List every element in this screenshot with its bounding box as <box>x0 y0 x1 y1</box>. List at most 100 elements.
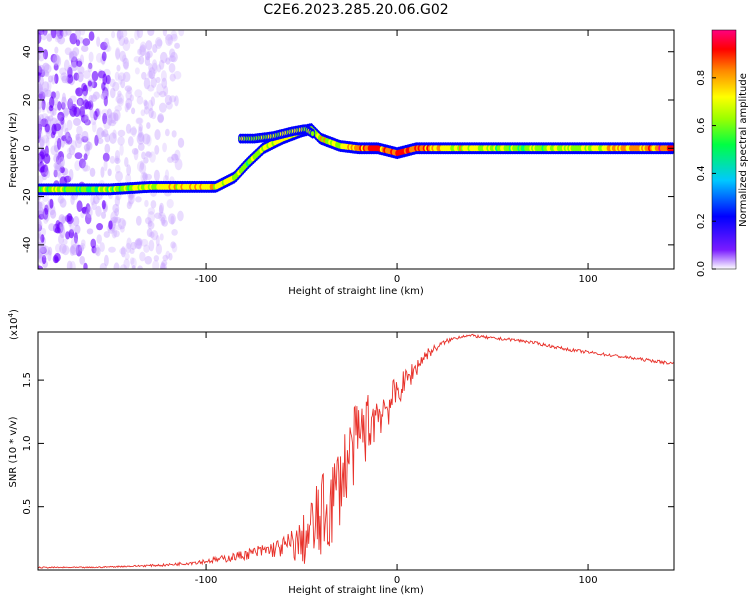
noise-blob <box>139 251 146 262</box>
noise-blob <box>104 37 110 47</box>
noise-blob <box>169 95 177 103</box>
noise-blob <box>38 200 46 213</box>
noise-blob <box>124 85 132 92</box>
noise-blob <box>141 151 146 160</box>
noise-blob <box>125 242 132 254</box>
noise-blob <box>82 38 91 46</box>
noise-blob <box>150 230 159 241</box>
noise-blob <box>159 90 167 98</box>
noise-blob <box>38 175 44 184</box>
noise-blob <box>77 71 84 83</box>
colorbar-tick-label: 0.6 <box>696 118 707 134</box>
noise-blob <box>38 53 41 61</box>
noise-blob <box>124 252 130 260</box>
noise-blob <box>75 133 84 144</box>
noise-blob <box>148 70 155 79</box>
noise-blob <box>102 112 108 125</box>
noise-blob <box>90 94 98 102</box>
noise-blob <box>85 203 91 214</box>
noise-blob <box>69 245 76 256</box>
noise-blob <box>145 150 151 158</box>
noise-blob <box>137 265 143 269</box>
noise-blob <box>170 33 178 42</box>
colorbar-tick-label: 0.2 <box>696 213 707 229</box>
noise-blob <box>120 246 126 258</box>
noise-blob <box>100 41 108 51</box>
noise-blob <box>42 88 49 97</box>
noise-blob <box>87 80 92 87</box>
noise-blob <box>108 246 116 253</box>
noise-blob <box>38 72 41 83</box>
noise-blob <box>148 107 154 119</box>
noise-blob <box>116 30 122 42</box>
noise-blob <box>142 133 151 145</box>
noise-blob <box>131 147 139 155</box>
noise-blob <box>147 84 155 92</box>
noise-blob <box>110 216 119 223</box>
noise-blob <box>121 54 127 64</box>
noise-blob <box>66 260 73 269</box>
noise-blob <box>92 121 97 133</box>
spectrogram-x-ticks: -100 0 100 <box>195 30 598 285</box>
noise-blob <box>169 73 176 82</box>
spectrogram-y-tick-label: 40 <box>22 45 33 58</box>
noise-blob <box>110 112 119 125</box>
noise-blob <box>83 135 90 144</box>
noise-blob <box>169 48 176 58</box>
noise-blob <box>153 255 160 262</box>
noise-blob <box>102 90 109 100</box>
snr-y-tick-label: 1.5 <box>22 372 33 388</box>
noise-blob <box>38 218 42 228</box>
noise-blob <box>38 123 42 136</box>
noise-blob <box>113 262 120 269</box>
noise-blob <box>114 207 120 217</box>
noise-blob <box>82 90 87 100</box>
noise-blob <box>109 87 116 99</box>
noise-blob <box>160 70 167 82</box>
noise-blob <box>39 241 45 253</box>
noise-blob <box>124 102 129 113</box>
noise-blob <box>84 101 92 110</box>
noise-blob <box>127 192 135 205</box>
noise-blob <box>162 30 167 37</box>
noise-blob <box>43 64 52 74</box>
noise-blob <box>81 161 89 173</box>
noise-blob <box>38 265 44 269</box>
noise-blob <box>57 35 66 45</box>
noise-blob <box>75 133 80 141</box>
noise-blob <box>143 106 150 115</box>
noise-blob <box>115 48 121 61</box>
noise-blob <box>38 131 41 140</box>
noise-blob <box>111 30 116 39</box>
noise-blob <box>137 142 145 151</box>
noise-blob <box>117 90 122 97</box>
noise-blob <box>122 57 129 69</box>
noise-blob <box>86 228 94 235</box>
noise-blob <box>57 101 62 111</box>
noise-blob <box>161 219 168 227</box>
noise-blob <box>112 129 117 139</box>
noise-blob <box>131 125 137 137</box>
noise-blob <box>152 44 158 53</box>
noise-blob <box>38 219 43 231</box>
noise-blob <box>38 64 46 73</box>
noise-blob <box>102 152 110 162</box>
colorbar-tick-label: 0.0 <box>696 261 707 277</box>
noise-blob <box>76 125 83 136</box>
snr-x-tick-label: 100 <box>579 575 598 586</box>
snr-x-tick-label: 0 <box>394 575 400 586</box>
noise-blob <box>103 254 109 267</box>
noise-blob <box>53 153 61 164</box>
noise-blob <box>57 114 63 122</box>
noise-blob <box>116 64 121 72</box>
noise-blob <box>38 213 45 220</box>
noise-blob <box>47 250 52 262</box>
noise-blob <box>171 130 177 138</box>
noise-blob <box>59 226 66 239</box>
noise-blob <box>40 234 45 243</box>
noise-blob <box>74 224 81 234</box>
noise-blob <box>64 47 72 56</box>
noise-blob <box>159 263 168 269</box>
noise-blob <box>136 238 143 250</box>
noise-blob <box>168 252 173 261</box>
